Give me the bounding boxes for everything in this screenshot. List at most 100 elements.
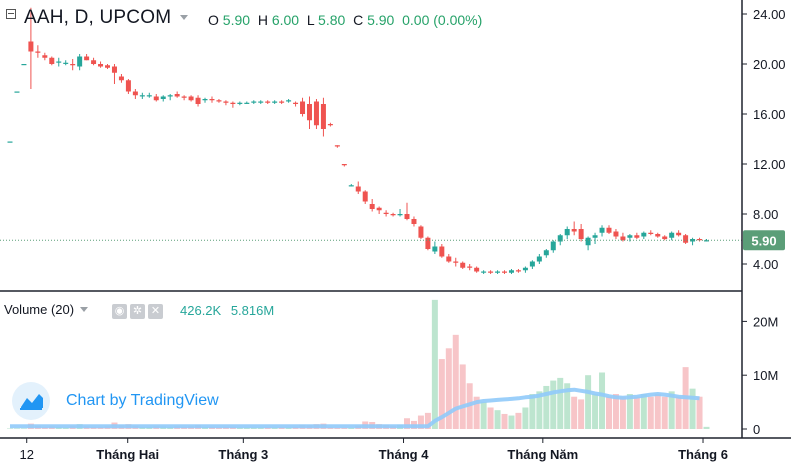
candle-body: [488, 271, 494, 273]
volume-bar: [585, 375, 592, 429]
candle-body: [118, 76, 124, 81]
candle-body: [613, 231, 619, 237]
candle-body: [536, 256, 542, 262]
candle-body: [146, 95, 152, 97]
candle-body: [265, 101, 271, 103]
collapse-pane-icon[interactable]: [6, 9, 16, 19]
volume-bar: [459, 364, 466, 429]
candle-body: [655, 234, 661, 237]
volume-bar: [661, 396, 668, 429]
candle-body: [320, 104, 326, 129]
candle-body: [683, 235, 689, 243]
time-tick-label: Tháng Hai: [96, 447, 159, 462]
candle-body: [474, 267, 480, 272]
candle-body: [369, 204, 375, 209]
candle-body: [28, 41, 34, 52]
volume-bar: [633, 396, 640, 429]
price-axis[interactable]: 24.00 20.00 16.00 12.00 8.00 4.00: [742, 7, 786, 272]
symbol-dropdown-icon[interactable]: [180, 15, 188, 20]
candlesticks: [7, 7, 709, 274]
volume-bar: [445, 348, 452, 429]
change-value: 0.00 (0.00%): [402, 12, 483, 28]
volume-bar: [417, 415, 424, 429]
candle-body: [425, 237, 431, 249]
volume-bar: [571, 396, 578, 429]
volume-bar: [13, 428, 20, 429]
volume-bar: [557, 377, 564, 429]
volume-ma-line: [10, 387, 700, 429]
open-label: O: [208, 12, 219, 28]
candle-body: [230, 102, 236, 104]
candle-body: [648, 232, 654, 234]
candle-body: [704, 240, 709, 242]
volume-bar: [668, 391, 675, 429]
price-tick-label: 8.00: [753, 207, 778, 222]
candle-body: [105, 65, 111, 68]
candle-body: [592, 235, 598, 238]
symbol-title[interactable]: AAH, D, UPCOM: [24, 7, 172, 28]
low-label: L: [306, 12, 315, 28]
volume-title[interactable]: Volume (20): [4, 302, 89, 317]
price-tick-label: 16.00: [753, 107, 786, 122]
candle-body: [585, 237, 591, 246]
candle-body: [404, 214, 410, 219]
candle-body: [35, 51, 41, 53]
volume-bar: [529, 394, 536, 429]
volume-bar: [592, 394, 599, 429]
candle-body: [460, 262, 466, 268]
candle-body: [508, 270, 514, 273]
volume-tick-label: 0: [753, 422, 760, 437]
volume-bar: [522, 407, 529, 429]
time-tick-label: Tháng 3: [218, 447, 268, 462]
candle-body: [522, 267, 528, 271]
close-icon[interactable]: ✕: [148, 304, 163, 319]
candle-body: [439, 246, 445, 257]
candle-body: [599, 227, 605, 233]
volume-bar: [626, 394, 633, 429]
candle-body: [446, 256, 452, 262]
volume-bar: [7, 428, 13, 429]
candle-body: [174, 94, 180, 97]
candle-body: [237, 102, 243, 104]
candle-body: [98, 64, 104, 67]
volume-bar: [404, 418, 411, 429]
candle-body: [42, 55, 48, 58]
tradingview-watermark[interactable]: Chart by TradingView: [12, 382, 219, 420]
watermark-text: Chart by TradingView: [66, 392, 219, 409]
volume-dropdown-icon[interactable]: [80, 307, 89, 312]
volume-bar: [348, 427, 355, 429]
candle-body: [14, 91, 20, 93]
candle-body: [125, 80, 131, 92]
candle-body: [223, 101, 229, 103]
volume-bar: [654, 394, 661, 429]
settings-icon[interactable]: ✲: [130, 304, 145, 319]
volume-tick-label: 10M: [753, 368, 778, 383]
candle-body: [209, 99, 215, 101]
candle-body: [690, 239, 696, 242]
candle-body: [376, 207, 382, 211]
volume-bar: [424, 412, 431, 429]
eye-icon[interactable]: ◉: [112, 304, 127, 319]
volume-bar: [619, 396, 626, 429]
candle-body: [251, 101, 257, 103]
candle-body: [662, 236, 668, 239]
candle-body: [49, 57, 55, 64]
volume-bar: [494, 410, 501, 429]
candle-body: [620, 236, 626, 241]
candle-body: [502, 271, 508, 273]
candle-body: [293, 102, 299, 104]
candle-body: [111, 66, 117, 73]
candle-body: [676, 232, 682, 236]
volume-value: 426.2K: [180, 303, 222, 318]
volume-tick-label: 20M: [753, 314, 778, 329]
time-tick-label: Tháng Năm: [507, 447, 578, 462]
candle-body: [56, 61, 62, 63]
low-value: 5.80: [318, 12, 346, 28]
volume-axis[interactable]: 20M 10M 0: [742, 314, 778, 437]
time-axis[interactable]: 12 Tháng Hai Tháng 3 Tháng 4 Tháng Năm Tháng …: [19, 438, 728, 462]
high-value: 6.00: [271, 12, 300, 28]
volume-bar: [508, 415, 515, 429]
close-label: C: [353, 12, 364, 28]
volume-bar: [431, 299, 438, 429]
